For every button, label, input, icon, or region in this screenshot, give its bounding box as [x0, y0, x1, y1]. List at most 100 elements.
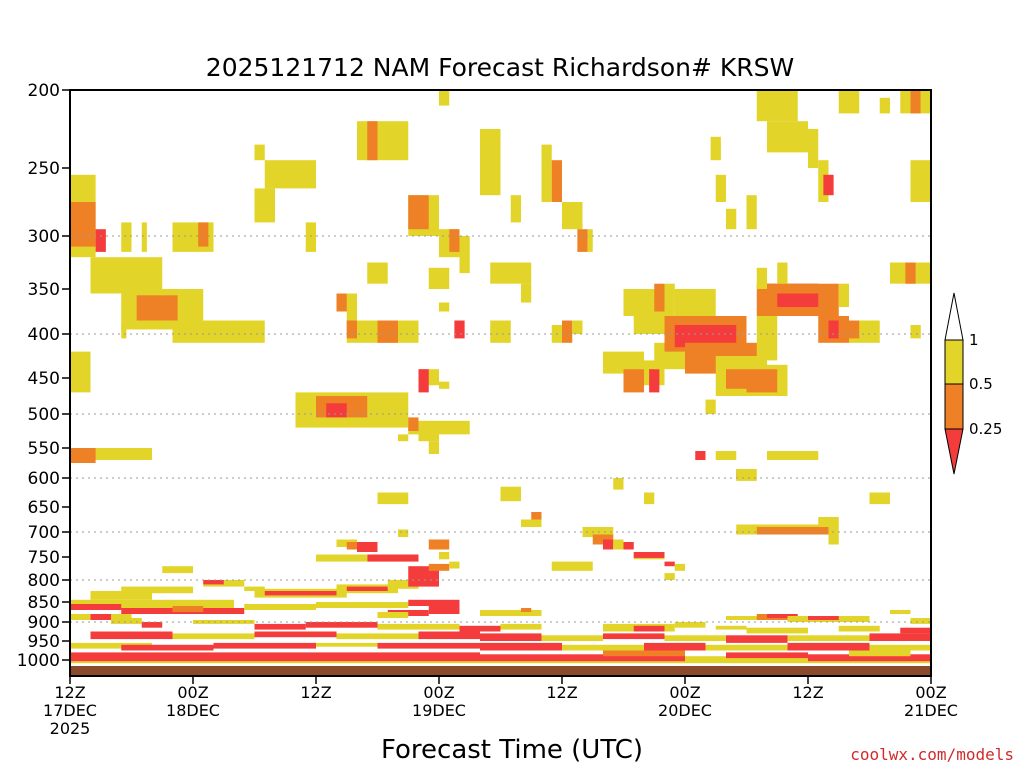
y-tick-label: 800 [28, 571, 60, 591]
heatmap-cell [408, 195, 429, 230]
heatmap-cell [905, 262, 916, 284]
x-tick-label: 12Z [300, 683, 331, 702]
y-tick-label: 300 [28, 227, 60, 247]
y-tick-label: 200 [28, 81, 60, 101]
y-tick-label: 950 [28, 632, 60, 652]
heatmap-cell [849, 650, 911, 657]
heatmap-cell [756, 90, 798, 122]
x-tick-label: 12Z [54, 683, 85, 702]
heatmap-cell [408, 417, 419, 431]
heatmap-cell [869, 633, 931, 641]
y-tick-label: 650 [28, 498, 60, 518]
heatmap-cell [449, 229, 460, 252]
x-tick-label: 00Z [915, 683, 946, 702]
plot-frame [69, 89, 932, 677]
heatmap-cell [418, 631, 480, 640]
heatmap-cell [562, 320, 573, 343]
y-tick-label: 1000 [17, 651, 60, 671]
heatmap-cell [879, 97, 890, 114]
heatmap-cell [90, 257, 163, 294]
heatmap-cell [264, 591, 337, 596]
heatmap-cell [439, 381, 450, 389]
heatmap-cell [172, 222, 193, 252]
heatmap-cell [746, 195, 757, 230]
heatmap-cell [644, 642, 706, 651]
heatmap-cell [685, 656, 808, 662]
heatmap-cell [264, 160, 316, 189]
heatmap-cell [172, 320, 265, 343]
heatmap-cell [623, 542, 634, 550]
heatmap-cell [577, 229, 588, 252]
heatmap-cell [418, 369, 429, 393]
heatmap-cell [254, 188, 275, 223]
ground-layer [70, 666, 931, 676]
heatmap-cell [726, 635, 788, 643]
x-tick-label: 17DEC [43, 701, 97, 720]
heatmap-cell [674, 325, 737, 348]
heatmap-cell [367, 262, 388, 284]
heatmap-cell [756, 527, 829, 535]
heatmap-cell [70, 599, 234, 610]
heatmap-cell [141, 222, 147, 252]
heatmap-cell [346, 542, 357, 550]
heatmap-cell [70, 642, 152, 649]
heatmap-cell [398, 434, 409, 442]
heatmap-cell [823, 174, 834, 196]
heatmap-cell [439, 552, 450, 560]
heatmap-cell [715, 174, 726, 202]
heatmap-cell [603, 539, 614, 550]
heatmap-cell [121, 222, 132, 252]
heatmap-cell [213, 642, 316, 649]
heatmap-cell [121, 325, 127, 339]
heatmap-cell [756, 316, 778, 361]
y-tick-label: 700 [28, 523, 60, 543]
legend-bin-0.5-1 [944, 339, 964, 385]
heatmap-cell [121, 644, 214, 651]
heatmap-cell [305, 622, 378, 628]
heatmap-cell [459, 625, 501, 632]
heatmap-cell [95, 229, 106, 252]
x-tick-label: 18DEC [166, 701, 220, 720]
y-tick-label: 600 [28, 469, 60, 489]
heatmap-cell [541, 144, 552, 202]
heatmap-cell [603, 633, 665, 640]
heatmap-cell [254, 623, 306, 630]
heatmap-cell [454, 320, 465, 339]
heatmap-cells [70, 90, 931, 664]
heatmap-cell [603, 650, 685, 657]
heatmap-cell [521, 608, 532, 612]
legend-bin-0.25-0.5 [944, 383, 964, 430]
heatmap-cell [172, 633, 255, 640]
legend-bin-above-1 [944, 292, 964, 341]
heatmap-cell [121, 586, 193, 594]
y-tick-label: 500 [28, 405, 60, 425]
x-tick-label: 00Z [669, 683, 700, 702]
heatmap-cell [644, 492, 655, 505]
heatmap-cell [674, 622, 706, 628]
heatmap-cell [357, 121, 409, 161]
heatmap-cell [428, 563, 450, 571]
heatmap-cell [70, 661, 931, 664]
heatmap-cell [367, 121, 378, 161]
y-tick-label: 550 [28, 439, 60, 459]
legend-bin-below-0.25 [944, 428, 964, 475]
heatmap-cell [387, 580, 419, 589]
heatmap-cell [551, 561, 593, 571]
heatmap-cell [869, 644, 931, 651]
heatmap-cell [531, 512, 542, 522]
heatmap-cell [654, 283, 665, 312]
heatmap-cell [398, 529, 409, 537]
heatmap-cell [480, 610, 542, 616]
heatmap-cell [715, 625, 747, 630]
heatmap-cell [623, 369, 644, 393]
heatmap-cell [767, 614, 798, 618]
heatmap-cell [777, 293, 819, 307]
heatmap-cell [828, 320, 839, 339]
heatmap-cell [459, 236, 470, 274]
heatmap-cell [613, 478, 624, 490]
heatmap-cell [664, 573, 675, 580]
heatmap-cell [336, 633, 419, 640]
x-tick-label: 00Z [423, 683, 454, 702]
heatmap-cell [695, 451, 706, 460]
